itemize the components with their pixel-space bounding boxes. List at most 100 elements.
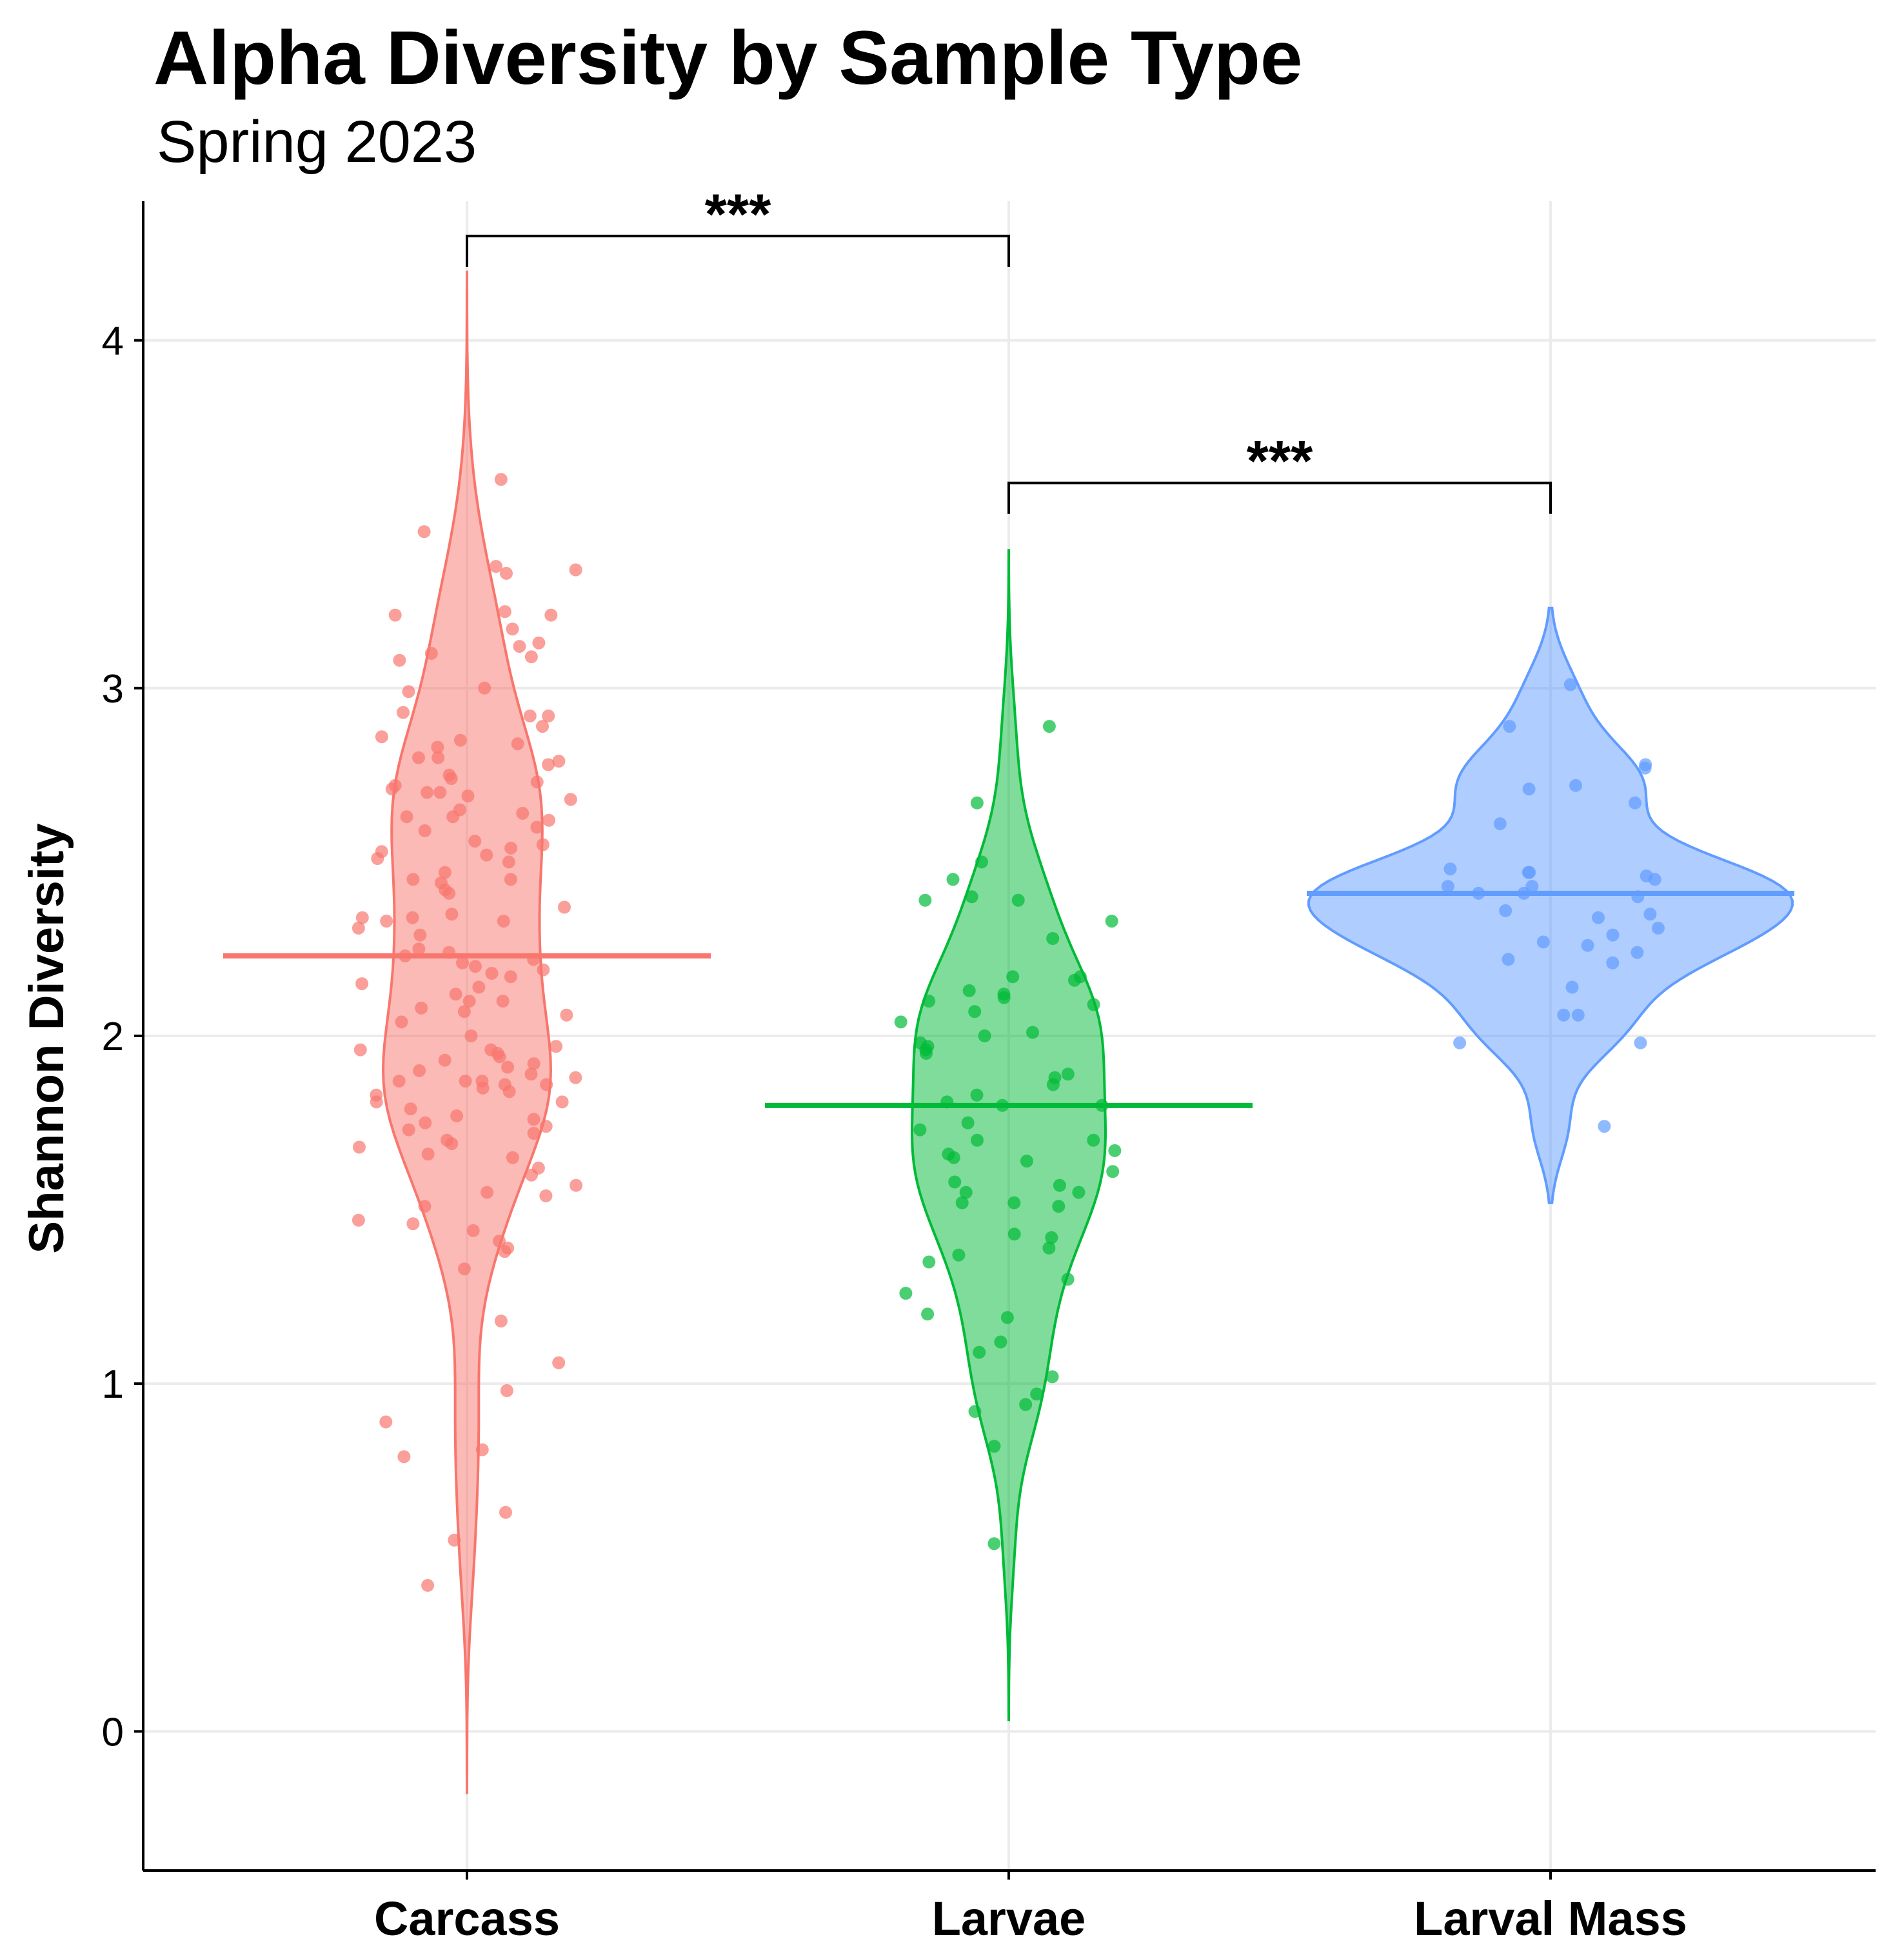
data-point: [449, 988, 462, 1001]
data-point: [457, 1005, 471, 1018]
data-point: [352, 921, 365, 935]
data-point: [402, 685, 415, 699]
data-point: [501, 1060, 515, 1074]
data-point: [500, 566, 513, 580]
data-point: [1522, 866, 1535, 879]
data-point: [497, 915, 510, 928]
data-point: [947, 1151, 960, 1164]
data-point: [1007, 1227, 1021, 1241]
data-point: [448, 1533, 461, 1547]
data-point: [469, 960, 482, 973]
data-point: [395, 1015, 408, 1029]
data-point: [438, 1053, 451, 1067]
data-point: [1061, 1273, 1075, 1286]
data-point: [1011, 893, 1025, 907]
significance-bracket: [466, 234, 1010, 267]
data-point: [504, 873, 517, 886]
data-point: [970, 1088, 984, 1102]
axes: 0 1 2 3 4 Carcass Larvae Larval Mass: [102, 201, 1876, 1945]
data-point: [1042, 1241, 1056, 1255]
data-point: [461, 789, 475, 802]
data-point: [539, 1189, 553, 1202]
significance-label: ***: [1247, 429, 1313, 493]
data-point: [527, 1127, 540, 1140]
data-point: [502, 1085, 516, 1098]
data-point: [1061, 1067, 1075, 1081]
data-point: [550, 1040, 563, 1053]
data-point: [525, 1168, 538, 1182]
significance-brackets: *** ***: [466, 182, 1552, 514]
data-point: [453, 733, 467, 747]
data-point: [462, 995, 476, 1008]
data-point: [922, 1255, 936, 1269]
data-point: [1571, 1008, 1585, 1022]
data-point: [481, 1186, 494, 1199]
data-point: [450, 1109, 464, 1122]
data-point: [997, 991, 1011, 1004]
violin-larvae: [910, 549, 1107, 1722]
data-point: [968, 1405, 982, 1418]
data-point: [552, 1356, 566, 1369]
data-point: [417, 525, 431, 539]
data-point: [418, 1200, 431, 1213]
data-point: [952, 1248, 966, 1262]
significance-label: ***: [705, 182, 771, 246]
data-point: [485, 967, 499, 980]
chart-title: Alpha Diversity by Sample Type: [154, 15, 1303, 101]
data-point: [388, 608, 402, 622]
data-point: [1631, 946, 1644, 959]
data-point: [894, 1015, 907, 1029]
data-point: [504, 841, 518, 855]
data-point: [1557, 1008, 1571, 1022]
data-point: [527, 1057, 540, 1071]
data-point: [1598, 1120, 1611, 1133]
data-point: [540, 1078, 553, 1091]
data-point: [433, 786, 447, 799]
data-point: [1606, 928, 1620, 942]
data-point: [1052, 1200, 1066, 1213]
x-tick-label: Carcass: [374, 1892, 560, 1945]
data-point: [1000, 1311, 1014, 1324]
data-point: [490, 560, 502, 573]
data-point: [456, 956, 469, 969]
data-point: [1493, 817, 1507, 831]
data-point: [975, 855, 988, 869]
data-point: [355, 977, 369, 991]
data-point: [532, 636, 546, 650]
data-point: [493, 1050, 506, 1064]
data-point: [375, 730, 388, 744]
data-point: [397, 1450, 411, 1464]
data-point: [498, 605, 511, 619]
data-point: [569, 1071, 582, 1084]
data-point: [445, 908, 459, 921]
data-point: [506, 1151, 519, 1164]
violin-larval-mass: [1307, 606, 1794, 1204]
data-point: [458, 1262, 471, 1276]
y-tick-label: 0: [102, 1710, 124, 1754]
data-point: [539, 1120, 553, 1133]
data-point: [392, 1075, 406, 1088]
data-point: [965, 890, 978, 904]
data-point: [431, 751, 445, 764]
data-point: [1019, 1398, 1033, 1411]
data-point: [1068, 973, 1081, 987]
data-point: [913, 1123, 927, 1137]
data-point: [1592, 911, 1605, 924]
data-point: [1105, 915, 1118, 928]
data-point: [564, 793, 577, 806]
data-point: [1643, 908, 1657, 921]
data-point: [421, 786, 434, 799]
data-point: [542, 758, 555, 771]
data-point: [955, 1196, 969, 1209]
data-point: [1030, 1387, 1044, 1401]
data-point: [1499, 904, 1512, 917]
data-point: [1522, 782, 1536, 796]
data-point: [444, 772, 458, 785]
data-point: [524, 1067, 538, 1081]
data-point: [542, 710, 555, 722]
data-point: [994, 1335, 1007, 1349]
data-point: [516, 806, 530, 820]
data-point: [1046, 932, 1060, 945]
data-point: [570, 1178, 583, 1192]
